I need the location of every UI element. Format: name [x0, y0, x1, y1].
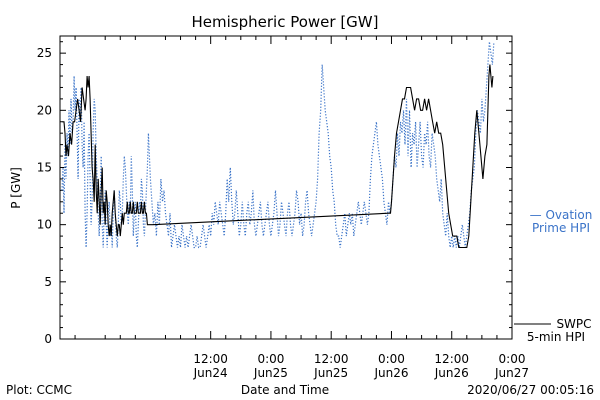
x-tick-time-3: 0:00 [378, 352, 405, 366]
y-axis-label: P [GW] [9, 167, 23, 209]
y-tick-label-5: 5 [44, 275, 52, 289]
chart-title: Hemispheric Power [GW] [192, 13, 379, 31]
x-tick-time-2: 12:00 [314, 352, 349, 366]
x-tick-time-1: 0:00 [257, 352, 284, 366]
x-tick-date-3: Jun26 [373, 366, 408, 380]
x-tick-date-4: Jun26 [434, 366, 469, 380]
x-tick-date-2: Jun25 [313, 366, 348, 380]
series-layer [61, 41, 495, 249]
x-tick-time-4: 12:00 [434, 352, 469, 366]
plot-frame [59, 35, 513, 340]
y-tick-label-10: 10 [37, 218, 52, 232]
y-tick-label-0: 0 [44, 332, 52, 346]
x-tick-date-0: Jun24 [193, 366, 228, 380]
x-tick-time-5: 0:00 [499, 352, 526, 366]
y-tick-label-20: 20 [37, 103, 52, 117]
y-tick-label-15: 15 [37, 160, 52, 174]
legend-ovation-line1: — Ovation [530, 208, 593, 222]
x-axis: 12:00Jun240:00Jun2512:00Jun250:00Jun2612… [74, 36, 529, 380]
y-axis: 0 5 10 15 20 25 [37, 41, 512, 346]
series-ovation-line [61, 41, 495, 249]
plot-credit: Plot: CCMC [6, 383, 72, 397]
y-tick-label-25: 25 [37, 46, 52, 60]
legend-ovation-line2: Prime HPI [532, 221, 590, 235]
legend: — Ovation Prime HPI SWPC 5-min HPI [514, 208, 592, 344]
legend-swpc-line2: 5-min HPI [527, 330, 585, 344]
x-axis-label: Date and Time [241, 383, 329, 397]
x-tick-date-5: Jun27 [494, 366, 529, 380]
plot-timestamp: 2020/06/27 00:05:16 [467, 383, 594, 397]
x-tick-date-1: Jun25 [253, 366, 288, 380]
x-tick-time-0: 12:00 [193, 352, 228, 366]
legend-swpc-line1: SWPC [556, 317, 591, 331]
series-swpc-line [62, 64, 494, 249]
